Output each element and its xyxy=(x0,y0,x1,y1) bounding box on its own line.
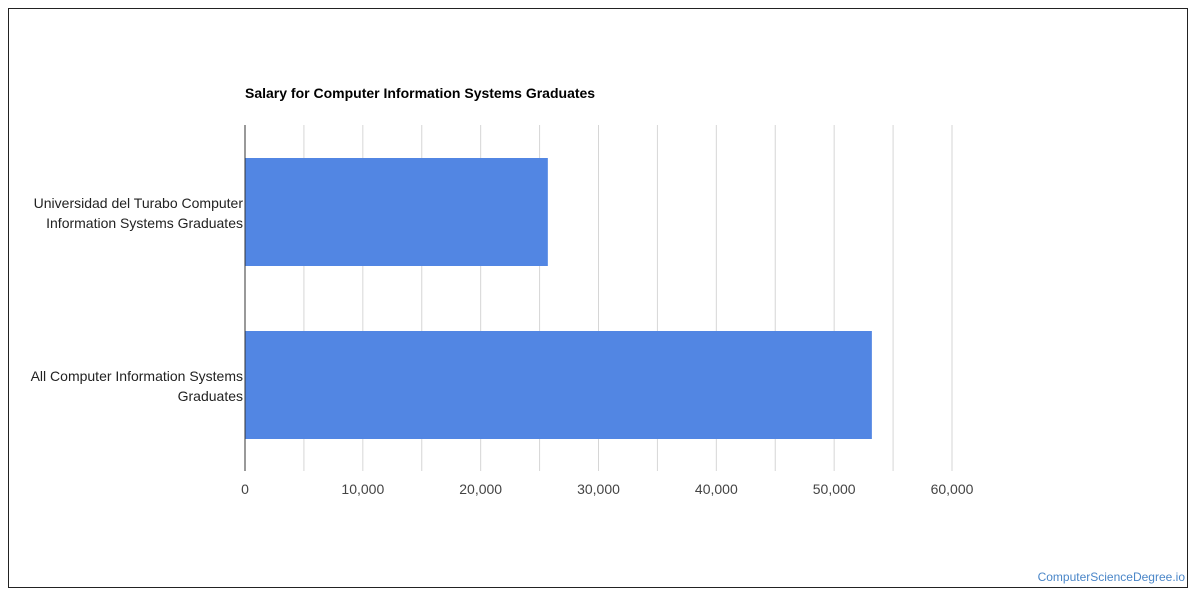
x-tick-label: 40,000 xyxy=(694,481,738,497)
category-label-1: All Computer Information Systems Graduat… xyxy=(3,366,243,406)
site-watermark[interactable]: ComputerScienceDegree.io xyxy=(1037,570,1185,584)
x-tick-label: 30,000 xyxy=(577,481,620,497)
x-tick-label: 20,000 xyxy=(459,481,503,497)
bars xyxy=(245,158,872,439)
category-label-0-line-1: Universidad del Turabo Computer xyxy=(33,195,243,211)
x-tick-label: 0 xyxy=(241,481,249,497)
x-tick-label: 60,000 xyxy=(930,481,974,497)
category-label-0: Universidad del Turabo Computer Informat… xyxy=(3,193,243,233)
category-label-0-line-2: Information Systems Graduates xyxy=(46,215,243,231)
bar-1[interactable] xyxy=(245,331,872,439)
chart-title: Salary for Computer Information Systems … xyxy=(245,85,596,101)
category-label-1-line-2: Graduates xyxy=(177,388,243,404)
x-tick-label: 10,000 xyxy=(341,481,385,497)
bar-0[interactable] xyxy=(245,158,548,266)
x-tick-label: 50,000 xyxy=(812,481,856,497)
category-label-1-line-1: All Computer Information Systems xyxy=(30,368,243,384)
